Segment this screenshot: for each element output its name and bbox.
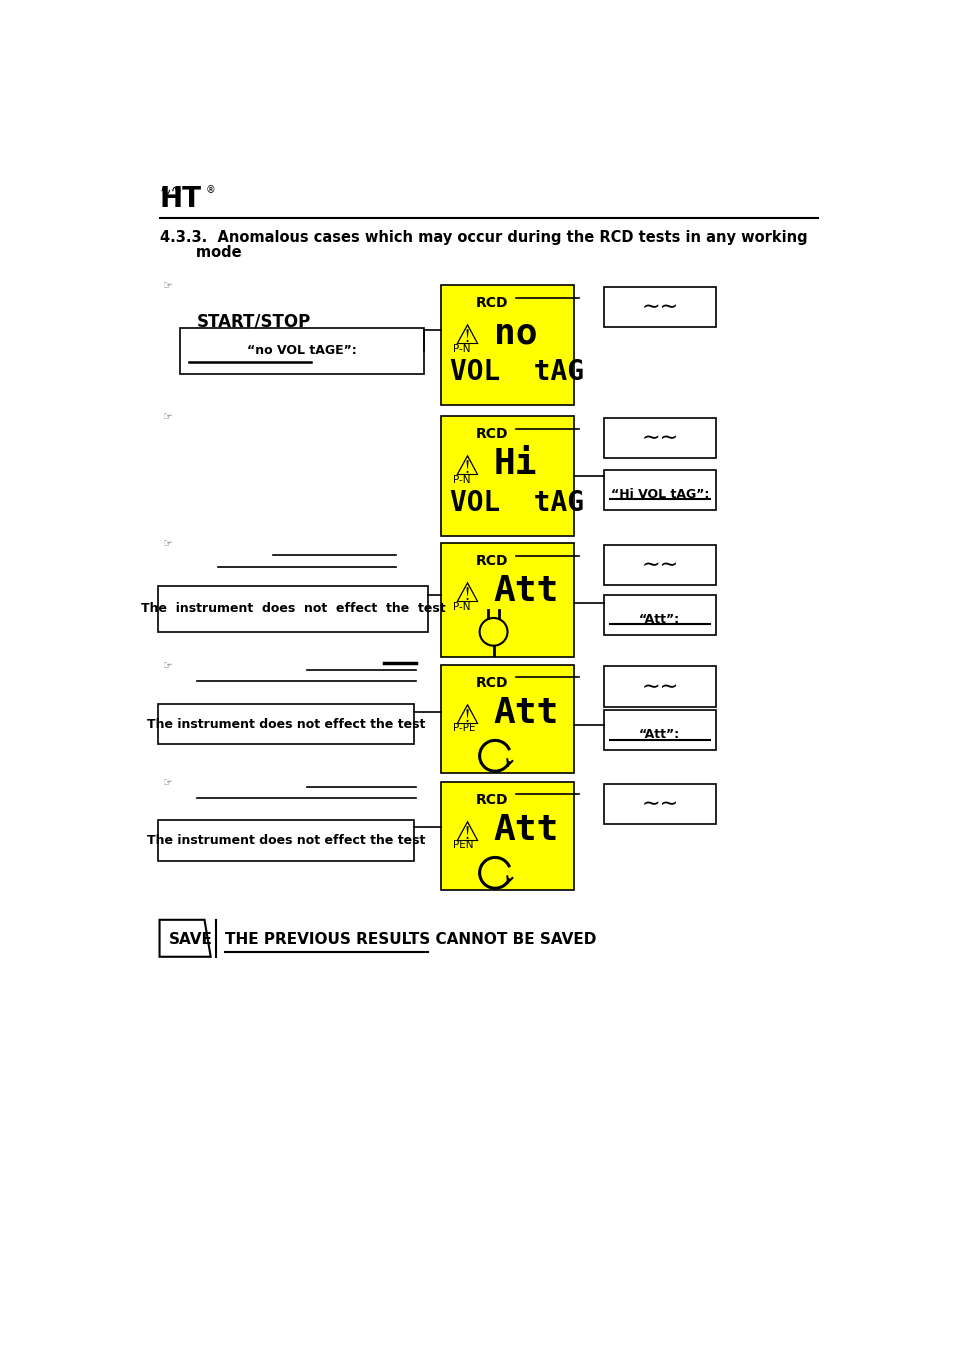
Text: VOL  tAG: VOL tAG: [450, 358, 583, 385]
Text: ⚠: ⚠: [455, 819, 479, 847]
Text: no: no: [493, 316, 537, 350]
Text: Att: Att: [493, 696, 558, 730]
Bar: [158, 704, 414, 744]
Bar: [603, 417, 716, 458]
Text: “Att”:: “Att”:: [639, 613, 679, 626]
Bar: [603, 470, 716, 511]
Text: THE PREVIOUS RESULTS CANNOT BE SAVED: THE PREVIOUS RESULTS CANNOT BE SAVED: [224, 932, 596, 947]
Text: ⚠: ⚠: [455, 453, 479, 481]
Bar: [440, 665, 574, 773]
Text: P-PE: P-PE: [453, 723, 476, 734]
Text: The instrument does not effect the test: The instrument does not effect the test: [147, 834, 425, 847]
Text: RCD: RCD: [475, 793, 507, 807]
Polygon shape: [159, 920, 211, 957]
Bar: [603, 544, 716, 585]
Text: P-N: P-N: [453, 601, 470, 612]
Text: The  instrument  does  not  effect  the  test: The instrument does not effect the test: [140, 603, 445, 615]
Text: ∼∼: ∼∼: [640, 555, 678, 574]
Text: ☞: ☞: [162, 661, 172, 671]
Text: ∼∼: ∼∼: [640, 793, 678, 813]
Text: 4.3.3.  Anomalous cases which may occur during the RCD tests in any working: 4.3.3. Anomalous cases which may occur d…: [159, 230, 806, 245]
Bar: [440, 543, 574, 657]
Text: “Hi VOL tAG”:: “Hi VOL tAG”:: [610, 488, 708, 501]
Text: VOL  tAG: VOL tAG: [450, 489, 583, 516]
Bar: [158, 820, 414, 861]
Text: ∼∼: ∼∼: [640, 677, 678, 697]
Text: ☞: ☞: [162, 778, 172, 788]
Text: RCD: RCD: [475, 296, 507, 311]
Bar: [603, 594, 716, 635]
Text: RCD: RCD: [475, 676, 507, 690]
Bar: [440, 782, 574, 890]
Text: ⚠: ⚠: [455, 703, 479, 730]
Text: PEN: PEN: [453, 840, 474, 851]
Bar: [603, 711, 716, 750]
Text: START/STOP: START/STOP: [196, 312, 311, 330]
Text: “no VOL tAGE”:: “no VOL tAGE”:: [247, 345, 356, 357]
Text: Att: Att: [493, 574, 558, 608]
Text: P-N: P-N: [453, 474, 470, 485]
Text: RCD: RCD: [475, 427, 507, 440]
Text: ☞: ☞: [162, 412, 172, 423]
Text: Att: Att: [493, 813, 558, 847]
Text: RCD: RCD: [475, 554, 507, 567]
Text: ∼∼: ∼∼: [640, 428, 678, 447]
Text: ☞: ☞: [162, 281, 172, 292]
Bar: [179, 328, 423, 374]
Bar: [158, 585, 427, 632]
Text: ®: ®: [206, 185, 215, 196]
Text: “Att”:: “Att”:: [639, 728, 679, 742]
Text: Hi: Hi: [493, 447, 537, 481]
Text: ∼∼: ∼∼: [640, 297, 678, 317]
Bar: [440, 285, 574, 405]
Bar: [603, 784, 716, 824]
Text: ⚠: ⚠: [455, 323, 479, 350]
Text: ∿∿: ∿∿: [159, 184, 183, 197]
Bar: [603, 666, 716, 707]
Text: mode: mode: [159, 246, 241, 261]
Bar: [603, 286, 716, 327]
Bar: [440, 416, 574, 535]
Text: The instrument does not effect the test: The instrument does not effect the test: [147, 717, 425, 731]
Text: HT: HT: [159, 185, 201, 213]
Text: SAVE: SAVE: [169, 932, 213, 947]
Text: ⚠: ⚠: [455, 580, 479, 608]
Text: P-N: P-N: [453, 345, 470, 354]
Text: ☞: ☞: [162, 539, 172, 550]
